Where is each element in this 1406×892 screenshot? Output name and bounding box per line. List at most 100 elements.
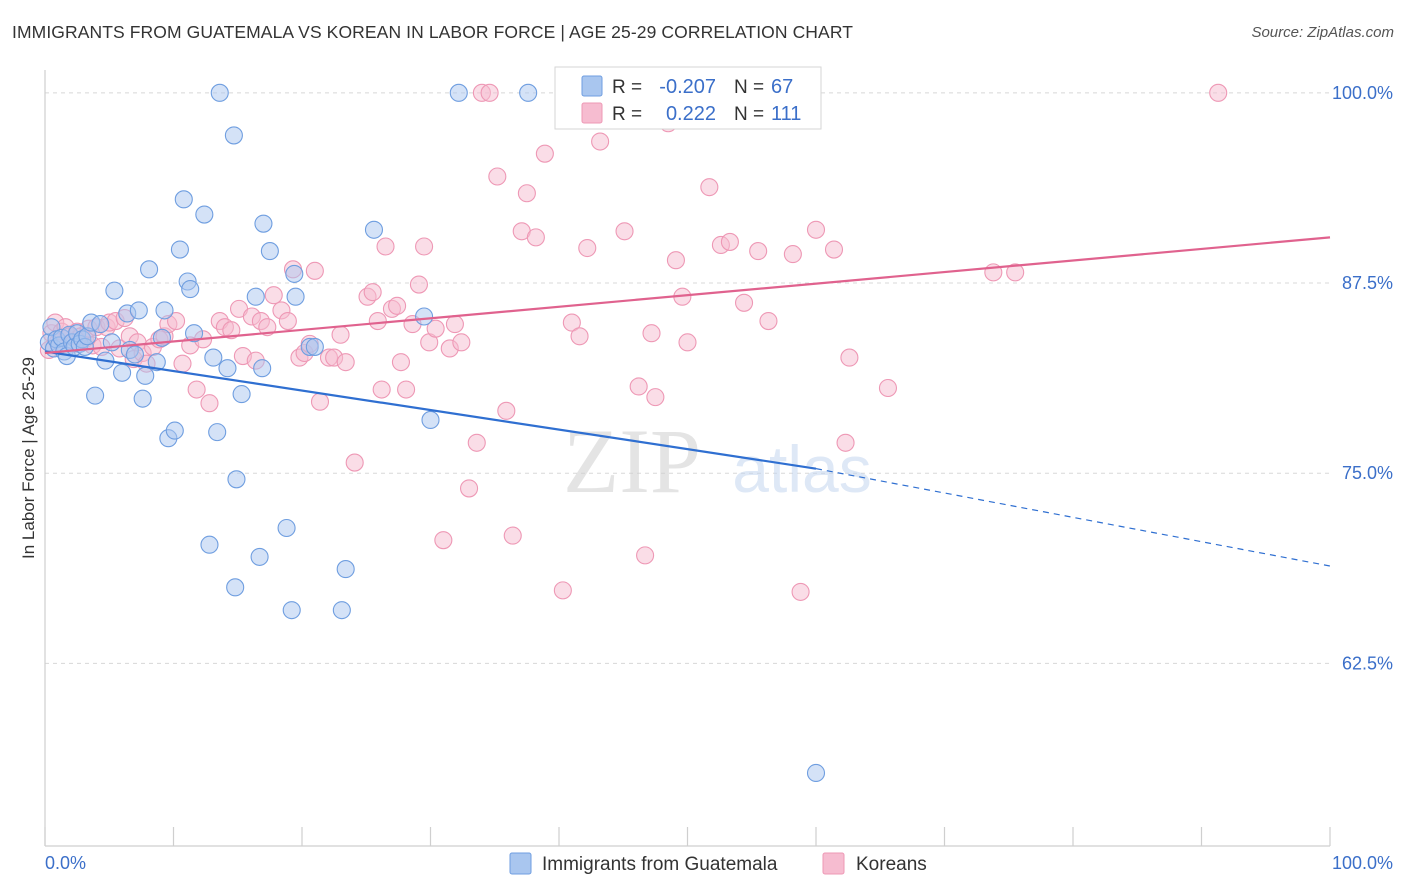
- korean-point: [806, 220, 826, 239]
- guatemala-point: [232, 385, 251, 404]
- guatemala-point: [140, 260, 159, 279]
- correlation-legend: R = -0.207 N = 67 R = 0.222 N = 111: [554, 66, 822, 130]
- korean-point: [305, 261, 324, 280]
- korean-point: [1209, 83, 1228, 102]
- korean-point: [200, 394, 219, 413]
- guatemala-point: [125, 345, 144, 364]
- guatemala-point: [449, 83, 468, 102]
- x-tick-label-max: 100.0%: [1332, 853, 1393, 873]
- korean-point: [553, 581, 572, 600]
- guatemala-point: [204, 348, 223, 367]
- guatemala-point: [165, 421, 184, 440]
- korean-point: [331, 325, 350, 344]
- guatemala-point: [246, 287, 265, 306]
- legend-swatch-blue: [581, 75, 603, 97]
- korean-point: [222, 321, 241, 340]
- guatemala-point: [195, 205, 214, 224]
- korean-point: [636, 546, 655, 565]
- korean-point: [426, 319, 445, 338]
- chart-title: IMMIGRANTS FROM GUATEMALA VS KOREAN IN L…: [12, 22, 854, 42]
- korean-point: [167, 312, 186, 331]
- korean-point: [783, 245, 802, 264]
- korean-point: [278, 312, 297, 331]
- korean-point: [578, 238, 597, 258]
- korean-point: [646, 388, 665, 407]
- korean-point: [173, 354, 192, 373]
- korean-point: [503, 526, 522, 545]
- korean-point: [258, 318, 277, 337]
- korean-point: [526, 228, 545, 247]
- legend-n-value: 111: [771, 103, 801, 125]
- guatemala-point: [86, 386, 105, 405]
- guatemala-point: [254, 214, 273, 233]
- korean-point: [836, 433, 855, 452]
- y-tick-label: 87.5%: [1342, 273, 1393, 293]
- guatemala-points: [39, 83, 826, 783]
- korean-point: [310, 392, 330, 411]
- guatemala-point: [218, 359, 237, 378]
- legend-n-value: 67: [771, 76, 793, 98]
- guatemala-point: [227, 470, 246, 489]
- korean-point: [459, 479, 479, 498]
- guatemala-trend-extension: [815, 468, 1331, 567]
- legend-r-label: R =: [612, 104, 642, 125]
- korean-point: [1006, 263, 1025, 282]
- guatemala-point: [336, 560, 355, 579]
- y-tick-label: 75.0%: [1342, 463, 1393, 483]
- guatemala-point: [519, 83, 538, 102]
- guatemala-point: [250, 547, 269, 566]
- guatemala-point: [224, 126, 243, 145]
- guatemala-point: [147, 353, 166, 372]
- guatemala-point: [200, 535, 219, 554]
- korean-point: [497, 401, 516, 420]
- legend-n-label: N =: [734, 77, 764, 98]
- korean-point: [336, 353, 355, 372]
- korean-point: [678, 333, 697, 352]
- guatemala-point: [133, 389, 152, 408]
- guatemala-point: [332, 601, 351, 620]
- korean-point: [535, 144, 554, 163]
- guatemala-point: [415, 307, 434, 326]
- guatemala-point: [282, 601, 301, 620]
- korean-point: [434, 531, 453, 550]
- korean-point: [345, 453, 364, 472]
- korean-point: [878, 378, 898, 398]
- korean-point: [615, 222, 634, 241]
- koreans-points: [39, 83, 1228, 601]
- guatemala-point: [136, 366, 155, 385]
- bottom-legend-label: Immigrants from Guatemala: [542, 854, 778, 875]
- guatemala-point: [806, 763, 826, 783]
- korean-point: [749, 242, 768, 261]
- guatemala-point: [185, 324, 204, 343]
- guatemala-point: [91, 315, 110, 334]
- korean-point: [488, 167, 507, 186]
- guatemala-point: [181, 280, 200, 299]
- korean-point: [376, 237, 395, 256]
- korean-point: [445, 315, 464, 334]
- guatemala-point: [155, 301, 174, 320]
- legend-swatch-pink: [581, 102, 603, 124]
- korean-trend-line: [44, 236, 1331, 355]
- chart-source: Source: ZipAtlas.com: [1251, 24, 1394, 41]
- legend-r-value: -0.207: [659, 76, 716, 98]
- korean-point: [388, 296, 407, 315]
- korean-point: [642, 324, 661, 343]
- korean-point: [517, 184, 536, 203]
- korean-point: [480, 83, 499, 102]
- korean-point: [264, 286, 283, 305]
- guatemala-point: [208, 423, 227, 442]
- guatemala-point: [210, 83, 229, 102]
- y-tick-label: 62.5%: [1342, 653, 1393, 673]
- korean-point: [591, 132, 610, 151]
- guatemala-point: [286, 287, 305, 306]
- bottom-legend-swatch-blue: [509, 852, 532, 875]
- legend-n-label: N =: [734, 104, 764, 125]
- y-axis-title: In Labor Force | Age 25-29: [19, 357, 38, 559]
- korean-point: [700, 178, 719, 197]
- korean-point: [467, 433, 486, 452]
- guatemala-trend-line: [44, 350, 817, 470]
- korean-point: [666, 251, 685, 270]
- series-legend: Immigrants from Guatemala Koreans: [509, 852, 927, 875]
- korean-point: [759, 312, 778, 331]
